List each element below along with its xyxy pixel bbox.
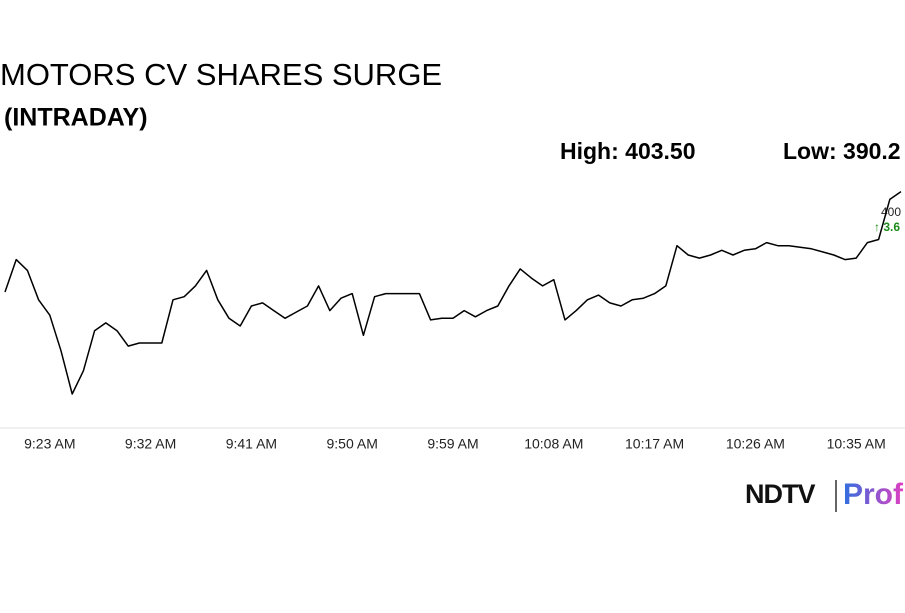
logo-brand: NDTV xyxy=(745,479,815,509)
x-tick-label: 10:08 AM xyxy=(524,436,583,452)
x-tick-label: 10:26 AM xyxy=(726,436,785,452)
x-tick-label: 9:59 AM xyxy=(427,436,478,452)
x-tick-label: 9:32 AM xyxy=(125,436,176,452)
x-tick-label: 10:17 AM xyxy=(625,436,684,452)
price-change: ↑ 3.6 xyxy=(874,220,900,234)
low-stat: Low: 390.2 xyxy=(783,138,901,164)
logo-product: Prof xyxy=(843,478,904,511)
high-stat: High: 403.50 xyxy=(560,138,696,164)
chart-subtitle: (INTRADAY) xyxy=(4,104,148,132)
price-line xyxy=(4,190,902,395)
chart-title: MOTORS CV SHARES SURGE xyxy=(0,57,442,92)
x-tick-label: 9:23 AM xyxy=(24,436,75,452)
x-tick-label: 10:35 AM xyxy=(827,436,886,452)
x-tick-label: 9:50 AM xyxy=(327,436,378,452)
last-price: 400 xyxy=(881,205,901,219)
x-tick-label: 9:41 AM xyxy=(226,436,277,452)
